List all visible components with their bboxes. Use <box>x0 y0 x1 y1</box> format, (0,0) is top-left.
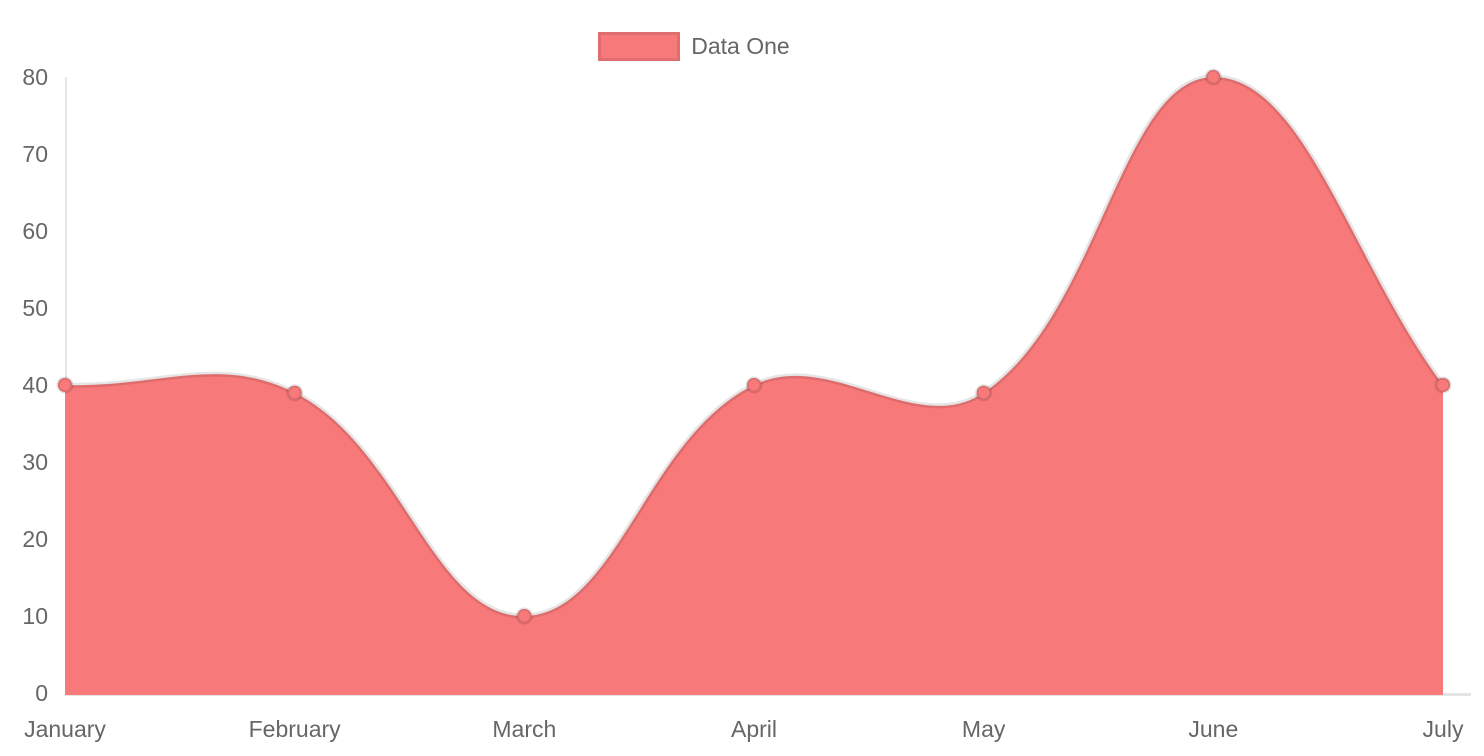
x-tick-label: April <box>730 716 777 742</box>
data-point-dot <box>56 376 74 394</box>
y-tick-label: 40 <box>22 372 48 398</box>
data-point-dot <box>975 384 993 402</box>
data-point-dot <box>286 384 304 402</box>
y-tick-label: 30 <box>22 449 48 475</box>
data-point-dot <box>1204 68 1222 86</box>
y-tick-label: 20 <box>22 526 48 552</box>
data-point-dot <box>1434 376 1452 394</box>
chart-legend: Data One <box>0 31 1484 61</box>
y-tick-label: 10 <box>22 603 48 629</box>
legend-color-swatch <box>598 31 681 61</box>
y-tick-label: 0 <box>35 680 48 706</box>
x-tick-label: June <box>1188 716 1239 742</box>
x-tick-label: January <box>24 716 106 742</box>
data-point-dot <box>515 607 533 625</box>
y-tick-label: 60 <box>22 218 48 244</box>
y-tick-label: 50 <box>22 295 48 321</box>
legend-label: Data One <box>691 33 790 59</box>
x-tick-label: February <box>248 716 341 742</box>
y-tick-label: 70 <box>22 141 48 167</box>
legend-item-data-one[interactable]: Data One <box>598 31 790 61</box>
x-tick-label: July <box>1422 716 1464 742</box>
x-tick-label: May <box>961 716 1006 742</box>
y-tick-label: 80 <box>22 64 48 90</box>
x-tick-label: March <box>492 716 557 742</box>
data-point-dot <box>745 376 763 394</box>
